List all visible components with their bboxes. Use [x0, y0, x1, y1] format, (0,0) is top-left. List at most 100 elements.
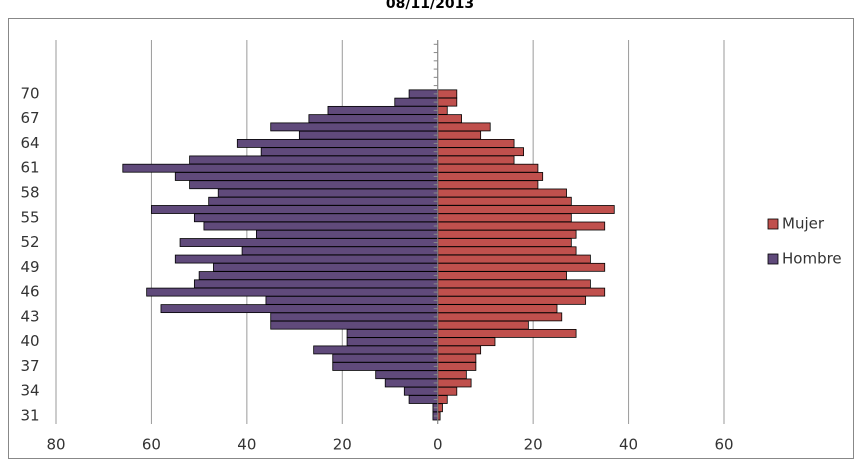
bar [437, 130, 482, 140]
bar [375, 370, 439, 380]
bar [241, 246, 439, 256]
bar [437, 105, 448, 115]
bar [437, 345, 482, 355]
bar [437, 205, 615, 214]
bar [437, 328, 577, 338]
x-tick-label: 40 [619, 436, 638, 454]
bar [332, 353, 439, 363]
y-tick-label: 61 [20, 159, 39, 177]
y-tick-label: 34 [20, 382, 39, 400]
bar [437, 147, 525, 157]
bar [437, 386, 458, 396]
y-tick-label: 31 [20, 407, 39, 425]
x-tick-label: 20 [524, 436, 543, 454]
bar [260, 147, 439, 157]
bar [437, 320, 529, 330]
x-tick-label: 40 [237, 436, 256, 454]
bar [403, 386, 439, 396]
bar [437, 139, 515, 148]
bar [313, 345, 439, 355]
bar [408, 395, 439, 404]
bar [265, 295, 439, 305]
x-tick-label: 20 [333, 436, 352, 454]
legend-label: Hombre [782, 250, 842, 268]
bar [236, 139, 439, 148]
y-tick-label: 40 [20, 332, 39, 350]
bar [437, 279, 591, 289]
bar [217, 188, 439, 198]
bar [437, 312, 563, 322]
bar [208, 196, 439, 206]
bar [213, 262, 439, 272]
bar [437, 287, 606, 297]
bar [437, 262, 606, 272]
bar [437, 370, 467, 380]
bar [270, 320, 439, 330]
bar [193, 279, 439, 289]
y-tick-label: 49 [20, 258, 39, 276]
bar [437, 295, 587, 305]
y-tick-label: 37 [20, 357, 39, 375]
bar [189, 180, 439, 190]
bar [346, 337, 439, 347]
bar [437, 163, 539, 173]
bar [437, 271, 567, 280]
bar [203, 221, 439, 231]
y-tick-label: 58 [20, 183, 39, 201]
bar [298, 130, 439, 140]
bar [193, 213, 439, 223]
y-tick-label: 67 [20, 109, 39, 127]
x-tick-label: 80 [46, 436, 65, 454]
bar [122, 163, 439, 173]
bar [179, 238, 439, 247]
bar [270, 122, 439, 132]
bar [408, 89, 439, 99]
chart-title: 08/11/2013 [386, 0, 474, 12]
bar [437, 196, 572, 206]
bar [437, 97, 458, 107]
y-tick-label: 46 [20, 283, 39, 301]
x-tick-label: 60 [714, 436, 733, 454]
bar [437, 337, 496, 347]
bar [189, 155, 439, 165]
bar [160, 304, 439, 314]
bar [437, 395, 448, 404]
bar [255, 229, 439, 239]
bar [327, 105, 439, 115]
y-tick-label: 64 [20, 134, 39, 152]
bar [346, 328, 439, 338]
bar [174, 254, 439, 264]
y-tick-label: 55 [20, 208, 39, 226]
bar [437, 213, 572, 223]
bar [174, 172, 439, 181]
bar [437, 246, 577, 256]
bar [437, 378, 472, 388]
legend-swatch [767, 253, 779, 265]
bar [437, 362, 477, 371]
bar [437, 304, 558, 314]
bar [437, 254, 591, 264]
legend-label: Mujer [782, 215, 825, 233]
bar [437, 122, 491, 132]
bar [437, 403, 443, 413]
y-tick-label: 70 [20, 84, 39, 102]
bar [437, 89, 458, 99]
bar [437, 238, 572, 247]
bar [437, 180, 539, 190]
y-tick-label: 52 [20, 233, 39, 251]
bar [146, 287, 439, 297]
x-tick-label: 0 [433, 436, 443, 454]
bar [270, 312, 439, 322]
bar [394, 97, 439, 107]
bar [437, 229, 577, 239]
bar [151, 205, 439, 214]
legend-swatch [767, 218, 779, 230]
bar [437, 221, 606, 231]
bar [384, 378, 439, 388]
bar [308, 114, 439, 124]
x-tick-label: 60 [142, 436, 161, 454]
bar [332, 362, 439, 371]
bar [437, 114, 462, 124]
bar [198, 271, 439, 280]
